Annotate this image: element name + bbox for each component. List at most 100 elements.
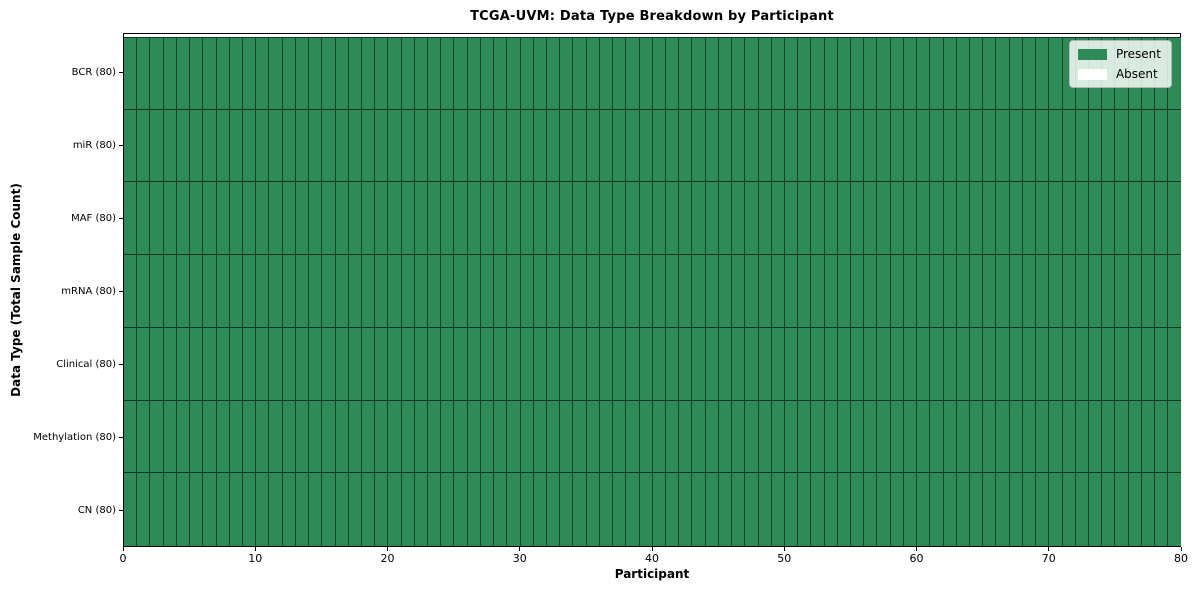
heatmap-cell-present <box>203 37 217 110</box>
heatmap-cell-present <box>745 327 759 401</box>
y-tick-slot <box>119 109 123 182</box>
heatmap-cell-present <box>1009 255 1023 328</box>
heatmap-cell-present <box>375 473 389 547</box>
heatmap-cell-present <box>1062 255 1076 328</box>
heatmap-cell-present <box>295 473 310 547</box>
heatmap-cell-present <box>1022 182 1037 256</box>
heatmap-cell-present <box>811 182 825 256</box>
heatmap-cell-present <box>480 182 495 256</box>
heatmap-cell-present <box>652 37 666 110</box>
heatmap-cell-present <box>1168 182 1181 256</box>
heatmap-cell-present <box>269 400 283 474</box>
heatmap-cell-present <box>533 109 547 183</box>
heatmap-cell-present <box>256 255 270 328</box>
heatmap-cell-present <box>573 109 587 183</box>
heatmap-cell-present <box>784 327 799 401</box>
heatmap-cell-present <box>176 109 191 183</box>
heatmap-cell-present <box>203 473 217 547</box>
heatmap-cell-present <box>586 109 600 183</box>
heatmap-cell-present <box>414 400 429 474</box>
heatmap-cell-present <box>718 327 733 401</box>
heatmap-cell-present <box>652 400 666 474</box>
heatmap-cell-present <box>1115 109 1129 183</box>
heatmap-cell-present <box>1128 255 1142 328</box>
heatmap-cell-present <box>428 327 442 401</box>
heatmap-cell-present <box>956 400 970 474</box>
heatmap-cell-present <box>467 37 481 110</box>
heatmap-cell-present <box>705 37 719 110</box>
heatmap-cell-present <box>282 37 296 110</box>
heatmap-cell-present <box>1062 400 1076 474</box>
heatmap-row <box>124 255 1181 328</box>
heatmap-cell-present <box>732 182 746 256</box>
heatmap-cell-present <box>930 400 944 474</box>
heatmap-cell-present <box>533 255 547 328</box>
heatmap-cell-present <box>745 255 759 328</box>
heatmap-cell-present <box>348 473 362 547</box>
heatmap-cell-present <box>163 473 177 547</box>
heatmap-cell-present <box>665 255 680 328</box>
heatmap-cell-present <box>970 400 984 474</box>
heatmap-cell-present <box>1049 473 1063 547</box>
heatmap-cell-present <box>335 473 349 547</box>
heatmap-cell-present <box>560 327 574 401</box>
x-tick-label: 50 <box>777 552 792 565</box>
heatmap-cell-present <box>216 327 230 401</box>
heatmap-cell-present <box>771 37 785 110</box>
heatmap-cell-present <box>665 109 680 183</box>
heatmap-cell-present <box>851 255 865 328</box>
heatmap-cell-present <box>1128 109 1142 183</box>
heatmap-cell-present <box>613 255 627 328</box>
heatmap-cell-present <box>626 182 640 256</box>
heatmap-cell-present <box>547 109 561 183</box>
legend-label: Absent <box>1115 67 1158 81</box>
heatmap-cell-present <box>824 182 838 256</box>
heatmap-cell-present <box>163 109 177 183</box>
heatmap-cell-present <box>732 37 746 110</box>
heatmap-cell-present <box>837 37 852 110</box>
heatmap-cell-present <box>137 37 151 110</box>
heatmap-cell-present <box>203 109 217 183</box>
heatmap-cell-present <box>903 327 918 401</box>
heatmap-cell-present <box>137 109 151 183</box>
heatmap-cell-present <box>1022 37 1037 110</box>
heatmap-cell-present <box>983 255 997 328</box>
heatmap-cell-present <box>494 255 508 328</box>
heatmap-cell-present <box>718 400 733 474</box>
heatmap-cell-present <box>837 400 852 474</box>
heatmap-cell-present <box>903 37 918 110</box>
heatmap-cell-present <box>361 255 376 328</box>
heatmap-cell-present <box>1088 182 1103 256</box>
heatmap-cell-present <box>1168 109 1181 183</box>
heatmap-cell-present <box>811 400 825 474</box>
heatmap-cell-present <box>917 400 931 474</box>
heatmap-cell-present <box>507 182 521 256</box>
heatmap-cell-present <box>1155 400 1169 474</box>
x-tick-mark <box>916 547 917 551</box>
heatmap-cell-present <box>771 182 785 256</box>
heatmap-cell-present <box>917 327 931 401</box>
heatmap-cell-present <box>388 182 402 256</box>
heatmap-cell-present <box>269 37 283 110</box>
heatmap-cell-present <box>454 255 468 328</box>
heatmap-cell-present <box>467 473 481 547</box>
heatmap-cell-present <box>877 109 891 183</box>
heatmap-cell-present <box>798 182 812 256</box>
heatmap-cell-present <box>560 182 574 256</box>
heatmap-cell-present <box>282 327 296 401</box>
heatmap-cell-present <box>335 400 349 474</box>
heatmap-cell-present <box>917 255 931 328</box>
heatmap-cell-present <box>718 473 733 547</box>
heatmap-cell-present <box>665 473 680 547</box>
heatmap-cell-present <box>1168 400 1181 474</box>
x-tick-mark <box>651 547 653 551</box>
heatmap-cell-present <box>520 473 534 547</box>
heatmap-cell-present <box>520 182 534 256</box>
heatmap-cell-present <box>1022 400 1037 474</box>
heatmap-cell-present <box>626 400 640 474</box>
heatmap-cell-present <box>811 37 825 110</box>
heatmap-cell-present <box>1115 182 1129 256</box>
y-tick-mark <box>119 510 123 511</box>
heatmap-cell-present <box>150 182 164 256</box>
